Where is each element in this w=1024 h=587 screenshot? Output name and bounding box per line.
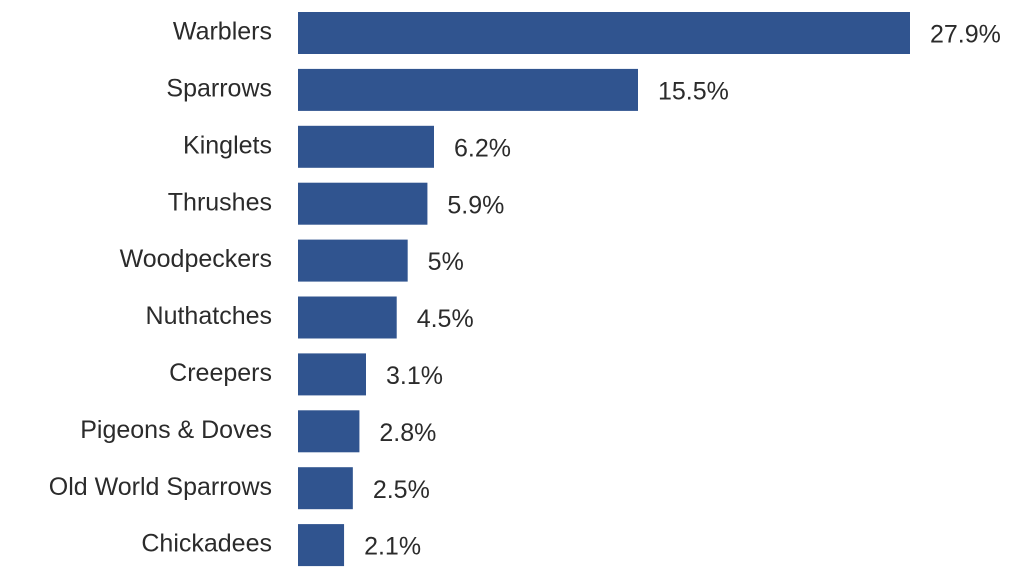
category-label: Creepers	[169, 359, 272, 387]
value-label: 3.1%	[386, 362, 443, 390]
value-label: 2.5%	[373, 476, 430, 504]
category-label: Nuthatches	[146, 302, 272, 330]
category-label: Woodpeckers	[120, 245, 272, 273]
value-label: 2.1%	[364, 533, 421, 561]
bar	[298, 467, 353, 510]
bar	[298, 68, 638, 111]
bar	[298, 239, 408, 282]
category-label: Warblers	[173, 18, 272, 46]
category-label: Thrushes	[168, 188, 272, 216]
value-label: 5.9%	[447, 191, 504, 219]
bar	[298, 410, 360, 453]
value-label: 4.5%	[417, 305, 474, 333]
category-label: Kinglets	[183, 131, 272, 159]
bar	[298, 12, 910, 54]
bar	[298, 296, 397, 339]
category-label: Sparrows	[166, 75, 272, 103]
value-label: 15.5%	[658, 78, 729, 106]
value-label: 2.8%	[379, 419, 436, 447]
value-label: 6.2%	[454, 134, 511, 162]
bar	[298, 125, 434, 168]
bar	[298, 182, 428, 225]
value-label: 27.9%	[930, 21, 1001, 49]
category-label: Pigeons & Doves	[80, 416, 272, 444]
bar	[298, 524, 345, 567]
category-label: Chickadees	[141, 530, 272, 558]
category-label: Old World Sparrows	[49, 473, 272, 501]
bar	[298, 353, 366, 396]
value-label: 5%	[428, 248, 464, 276]
